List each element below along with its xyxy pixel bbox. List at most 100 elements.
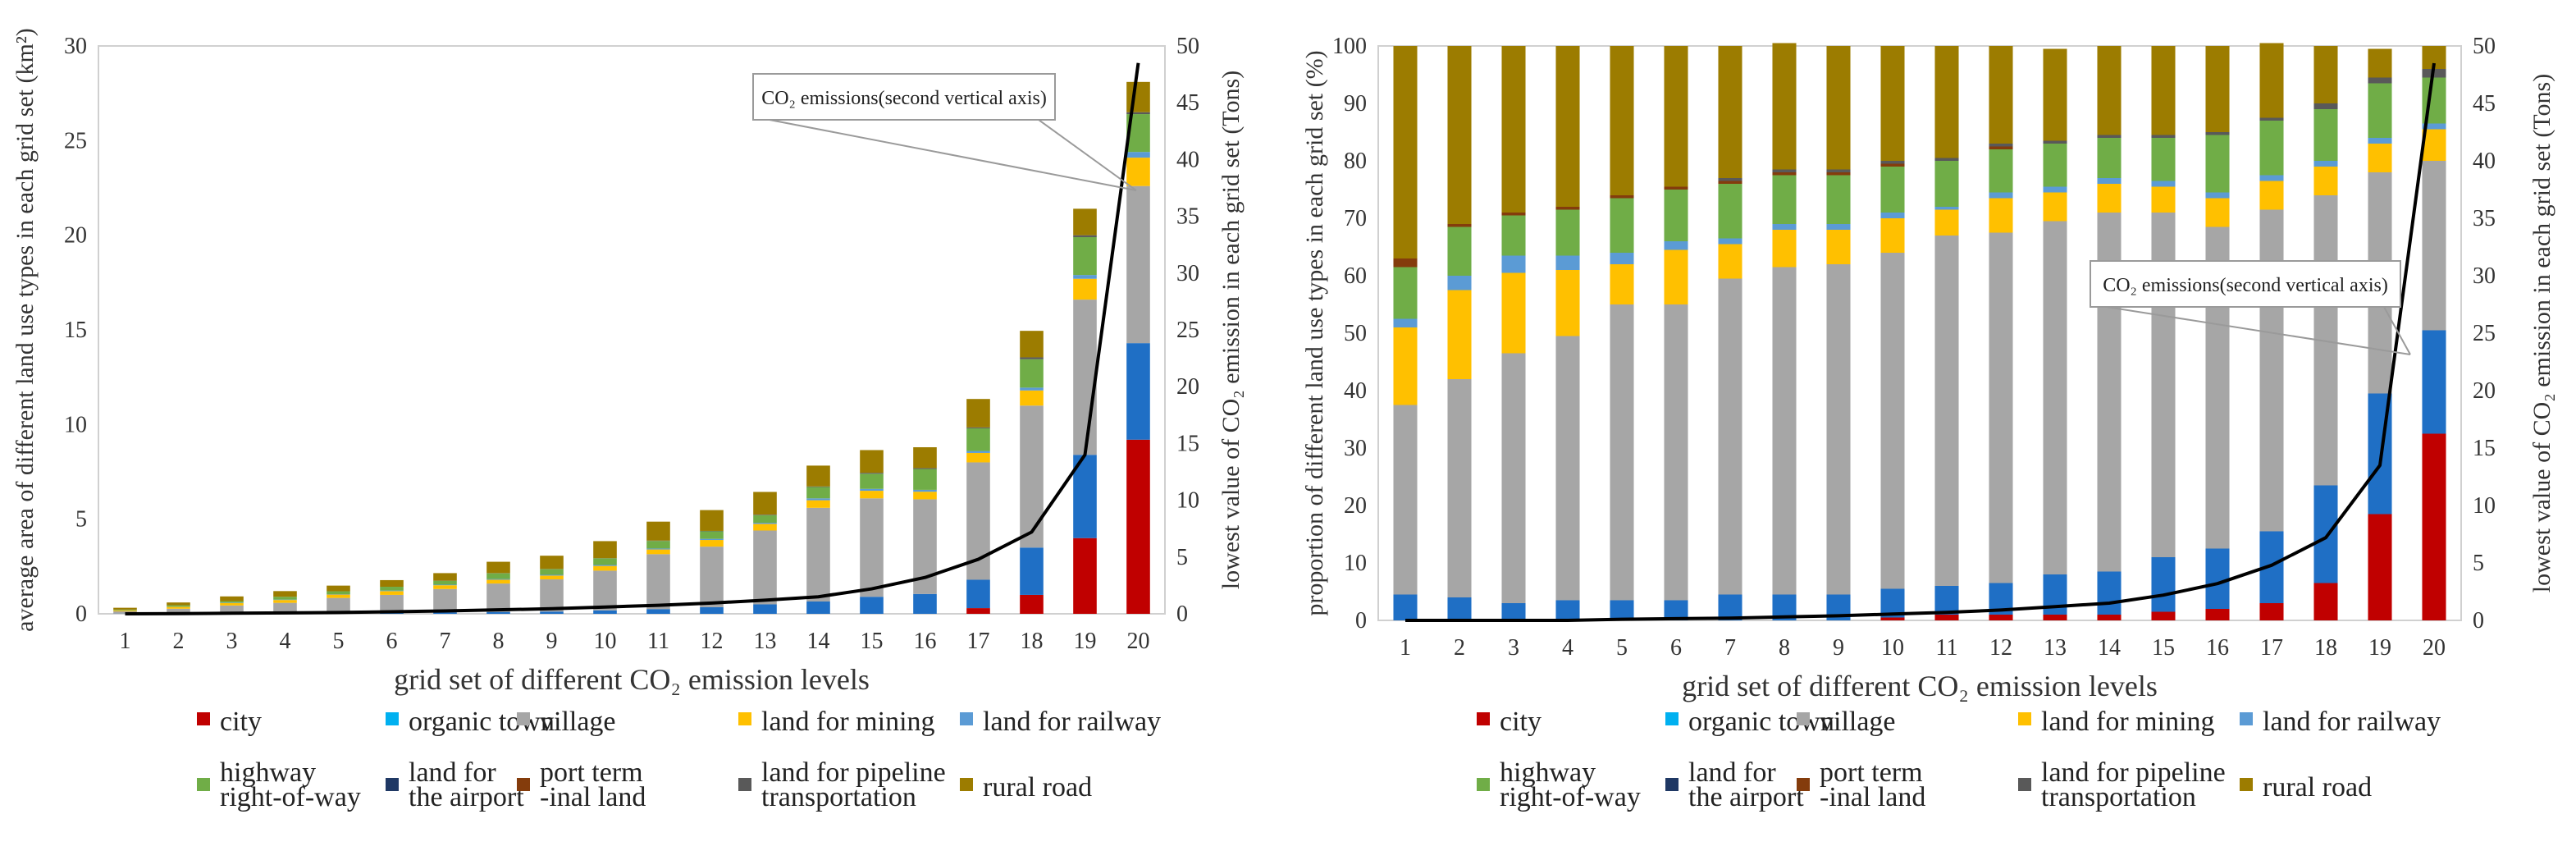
bar-segment bbox=[593, 570, 617, 611]
bar-segment bbox=[486, 561, 510, 574]
bar-segment bbox=[966, 451, 990, 453]
bar-segment bbox=[1020, 357, 1044, 359]
x-tick-label: 4 bbox=[1562, 635, 1573, 661]
bar-segment bbox=[540, 569, 564, 575]
y-tick-label: 5 bbox=[75, 507, 87, 533]
legend-swatch bbox=[738, 778, 751, 791]
y-tick-label: 90 bbox=[1344, 91, 1367, 117]
bar-segment bbox=[1880, 253, 1905, 589]
legend-swatch bbox=[960, 778, 973, 791]
bar-segment bbox=[2043, 192, 2067, 222]
y2-axis-title: lowest value of CO₂ emission in each gri… bbox=[1217, 71, 1245, 589]
bar-segment bbox=[1772, 172, 1797, 176]
bar-segment bbox=[860, 498, 884, 597]
bar-segment bbox=[1020, 390, 1044, 406]
bar-segment bbox=[1826, 169, 1851, 172]
bar-segment bbox=[1501, 46, 1526, 213]
bar-segment bbox=[2313, 583, 2338, 620]
bar-segment bbox=[540, 579, 564, 612]
bar-segment bbox=[646, 548, 670, 550]
bar-segment bbox=[2043, 221, 2067, 574]
bar-segment bbox=[2368, 138, 2392, 144]
bar-segment bbox=[753, 524, 777, 531]
y2-tick-label: 50 bbox=[2473, 34, 2496, 59]
annotation-text: CO₂ emissions(second vertical axis) bbox=[761, 88, 1047, 109]
y2-tick-label: 0 bbox=[1176, 602, 1188, 627]
x-tick-label: 2 bbox=[1454, 635, 1465, 661]
y-axis-title: proportion of different land use types i… bbox=[1301, 50, 1328, 615]
y2-tick-label: 50 bbox=[1176, 34, 1199, 59]
x-tick-label: 16 bbox=[2206, 635, 2229, 661]
y-tick-label: 10 bbox=[1344, 551, 1367, 576]
y-tick-label: 30 bbox=[64, 34, 87, 59]
x-tick-label: 2 bbox=[173, 629, 185, 654]
bar-segment bbox=[1020, 359, 1044, 388]
bar-segment bbox=[1126, 152, 1150, 158]
bar-segment bbox=[1393, 318, 1418, 327]
bar-segment bbox=[1989, 46, 2013, 144]
bar-segment bbox=[220, 596, 244, 602]
y2-tick-label: 35 bbox=[2473, 206, 2496, 231]
x-tick-label: 10 bbox=[1881, 635, 1904, 661]
bar-segment bbox=[1989, 144, 2013, 147]
bar-segment bbox=[2368, 514, 2392, 620]
legend-label: land for bbox=[1688, 757, 1776, 788]
x-tick-label: 17 bbox=[967, 629, 990, 654]
bar-segment bbox=[1393, 46, 1418, 258]
x-tick-label: 11 bbox=[1936, 635, 1958, 661]
bar-segment bbox=[1073, 236, 1097, 276]
y2-tick-label: 5 bbox=[1176, 545, 1188, 570]
bar-segment bbox=[913, 468, 937, 469]
bar-segment bbox=[1126, 185, 1150, 344]
bar-segment bbox=[2259, 181, 2284, 210]
bar-segment bbox=[2259, 209, 2284, 532]
legend-swatch bbox=[738, 712, 751, 725]
legend-label: rural road bbox=[2263, 772, 2372, 803]
x-tick-label: 4 bbox=[280, 629, 291, 654]
bar-segment bbox=[1664, 46, 1688, 187]
bar-segment bbox=[1989, 149, 2013, 193]
bar-segment bbox=[486, 573, 510, 579]
bar-segment bbox=[1880, 167, 1905, 213]
bar-segment bbox=[966, 452, 990, 463]
bar-segment bbox=[2151, 135, 2176, 138]
bar-segment bbox=[860, 491, 884, 499]
x-tick-label: 12 bbox=[701, 629, 724, 654]
bar-segment bbox=[2313, 103, 2338, 109]
bar-segment bbox=[2313, 161, 2338, 167]
annotation-leader bbox=[2383, 306, 2411, 355]
legend-label: highway bbox=[220, 757, 316, 788]
bar-segment bbox=[593, 541, 617, 559]
bar-segment bbox=[860, 597, 884, 614]
bar-segment bbox=[1610, 304, 1634, 601]
x-tick-label: 15 bbox=[861, 629, 884, 654]
bar-segment bbox=[1772, 267, 1797, 595]
legend-swatch bbox=[517, 712, 530, 725]
bar-segment bbox=[700, 538, 724, 541]
bar-segment bbox=[646, 609, 670, 614]
right-stacked-proportion-chart: 0102030405060708090100051015202530354045… bbox=[1301, 34, 2555, 812]
legend-swatch bbox=[1477, 712, 1490, 725]
bar-segment bbox=[1610, 198, 1634, 253]
bar-segment bbox=[380, 590, 404, 592]
legend-label: transportation bbox=[2041, 782, 2196, 812]
bar-segment bbox=[1772, 224, 1797, 230]
legend-label: land for pipeline bbox=[761, 757, 946, 788]
bar-segment bbox=[433, 573, 457, 581]
bar-segment bbox=[1126, 439, 1150, 614]
legend-label: highway bbox=[1500, 757, 1596, 788]
bar-segment bbox=[1020, 405, 1044, 548]
bar-segment bbox=[1447, 224, 1472, 227]
bar-segment bbox=[1772, 169, 1797, 172]
bar-segment bbox=[913, 593, 937, 614]
bar-segment bbox=[2368, 144, 2392, 172]
bar-segment bbox=[2259, 175, 2284, 181]
y-tick-label: 10 bbox=[64, 412, 87, 437]
bar-segment bbox=[1989, 198, 2013, 233]
bar-segment bbox=[1447, 379, 1472, 597]
y2-axis-title: lowest value of CO₂ emission in each gri… bbox=[2528, 74, 2555, 592]
bar-segment bbox=[1880, 617, 1905, 620]
x-tick-label: 13 bbox=[754, 629, 777, 654]
x-tick-label: 9 bbox=[546, 629, 558, 654]
bar-segment bbox=[646, 521, 670, 541]
